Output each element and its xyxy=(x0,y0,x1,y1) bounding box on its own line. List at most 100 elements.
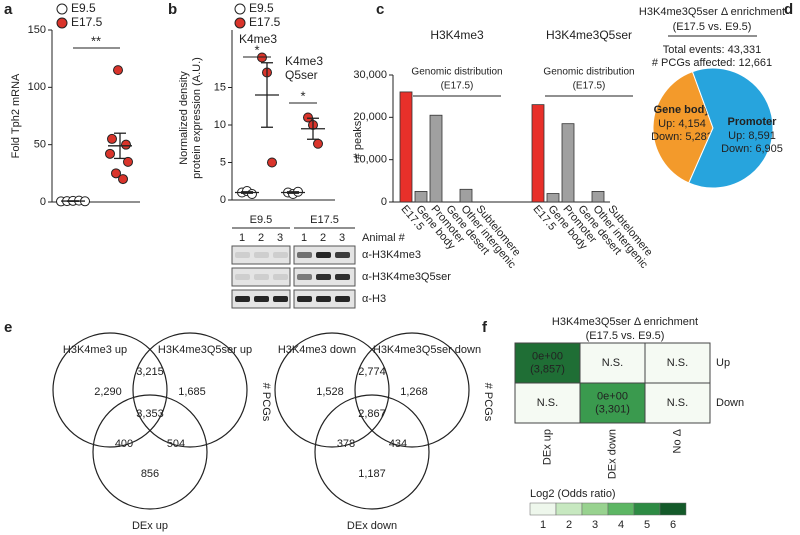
point xyxy=(118,174,128,185)
slice-value-label: Down: 6,905 xyxy=(721,143,783,155)
region-count: 378 xyxy=(337,438,355,450)
bar xyxy=(399,91,413,203)
legend-label: E9.5 xyxy=(249,1,274,15)
blot-row-label: α-H3 xyxy=(362,293,386,305)
column-label: DEx down xyxy=(606,429,618,479)
cell-label: (3,857) xyxy=(530,363,565,375)
y-axis-label: # peaks xyxy=(352,120,364,159)
heatmap-cell xyxy=(514,382,581,424)
blot-group: E17.5 xyxy=(310,214,339,226)
y-tick-label: 15 xyxy=(214,81,226,93)
group-label: Q5ser xyxy=(285,68,318,82)
blot-row-label: α-H3K4me3Q5ser xyxy=(362,271,451,283)
panel-label: a xyxy=(4,1,13,18)
blot-band xyxy=(235,252,250,258)
venn-circle xyxy=(92,394,208,510)
group-subtitle: (E17.5) xyxy=(441,81,474,92)
annotation: * xyxy=(254,42,259,57)
region-count: 1,187 xyxy=(358,468,386,480)
colorbar-swatch xyxy=(581,502,609,516)
set-label: H3K4me3Q5ser up xyxy=(158,344,252,356)
row-label: Up xyxy=(716,357,730,369)
y-tick-label: 0 xyxy=(220,194,226,206)
cell-label: N.S. xyxy=(667,397,688,409)
heatmap-title: H3K4me3Q5ser Δ enrichment xyxy=(552,316,698,328)
region-count: 1,528 xyxy=(316,386,344,398)
panel-label: b xyxy=(168,1,177,18)
blot-band xyxy=(254,296,269,302)
blot-band xyxy=(273,296,288,302)
legend-label: E9.5 xyxy=(71,1,96,15)
lane-label: 3 xyxy=(339,232,345,244)
cell-label: N.S. xyxy=(537,397,558,409)
annotation: * xyxy=(300,88,305,103)
group-label: K4me3 xyxy=(239,32,277,46)
point xyxy=(123,156,133,167)
legend-swatch xyxy=(56,17,68,29)
bar xyxy=(546,193,560,203)
cell-label: N.S. xyxy=(602,357,623,369)
bar xyxy=(459,188,473,203)
y-tick-label: 20,000 xyxy=(353,111,387,123)
y-tick-label: 100 xyxy=(28,81,46,93)
legend-swatch xyxy=(234,3,246,15)
region-count: 400 xyxy=(115,438,133,450)
panel-label: f xyxy=(482,319,488,336)
y-axis-label: protein expression (A.U.) xyxy=(191,57,203,179)
point xyxy=(267,157,277,168)
point xyxy=(113,65,123,76)
legend-swatch xyxy=(56,3,68,15)
lane-label: 1 xyxy=(239,232,245,244)
panel-label: c xyxy=(376,1,384,18)
venn-circle xyxy=(274,332,390,448)
slice-name: Promoter xyxy=(728,116,778,128)
blot-band xyxy=(273,252,288,258)
bar xyxy=(531,104,545,203)
pie-slice xyxy=(652,70,714,184)
column-label: No Δ xyxy=(671,428,683,453)
blot-band xyxy=(316,252,331,258)
region-count: 3,353 xyxy=(136,408,164,420)
cell-label: 0e+00 xyxy=(532,350,563,362)
heatmap-cell xyxy=(644,382,711,424)
blot-band xyxy=(297,274,312,280)
y-tick-label: 150 xyxy=(28,24,46,36)
colorbar-tick-label: 4 xyxy=(618,519,624,531)
region-count: 2,290 xyxy=(94,386,122,398)
region-count: 2,867 xyxy=(358,408,386,420)
colorbar-tick-label: 6 xyxy=(670,519,676,531)
colorbar-tick-label: 3 xyxy=(592,519,598,531)
set-label: DEx up xyxy=(132,520,168,532)
bar xyxy=(429,114,443,203)
y-tick-label: 10 xyxy=(214,119,226,131)
colorbar-tick-label: 1 xyxy=(540,519,546,531)
blot-band xyxy=(254,252,269,258)
heatmap-cell xyxy=(644,342,711,384)
panel-label: e xyxy=(4,319,12,336)
region-count: 504 xyxy=(167,438,185,450)
pie-title: H3K4me3Q5ser Δ enrichment xyxy=(639,6,785,18)
y-axis-label: Normalized density xyxy=(178,71,190,165)
pie-total: Total events: 43,331 xyxy=(663,44,761,56)
blot-panel xyxy=(231,267,291,287)
blot-band xyxy=(335,296,350,302)
colorbar-label: Log2 (Odds ratio) xyxy=(530,488,616,500)
group-title: H3K4me3 xyxy=(430,28,484,42)
lane-label: 1 xyxy=(301,232,307,244)
blot-band xyxy=(316,274,331,280)
legend-label: E17.5 xyxy=(249,15,281,29)
slice-value-label: Down: 5,282 xyxy=(651,131,713,143)
row-label: Down xyxy=(716,397,744,409)
point xyxy=(107,133,117,144)
blot-band xyxy=(297,296,312,302)
cell-label: 0e+00 xyxy=(597,390,628,402)
blot-panel xyxy=(231,245,291,265)
region-count: 3,215 xyxy=(136,366,164,378)
pie-pcgs: # PCGs affected: 12,661 xyxy=(652,57,772,69)
colorbar-swatch xyxy=(555,502,583,516)
region-count: 1,268 xyxy=(400,386,428,398)
set-label: H3K4me3 up xyxy=(63,344,127,356)
heatmap-cell xyxy=(514,342,581,384)
group-subtitle: Genomic distribution xyxy=(543,67,634,78)
set-label: DEx down xyxy=(347,520,397,532)
